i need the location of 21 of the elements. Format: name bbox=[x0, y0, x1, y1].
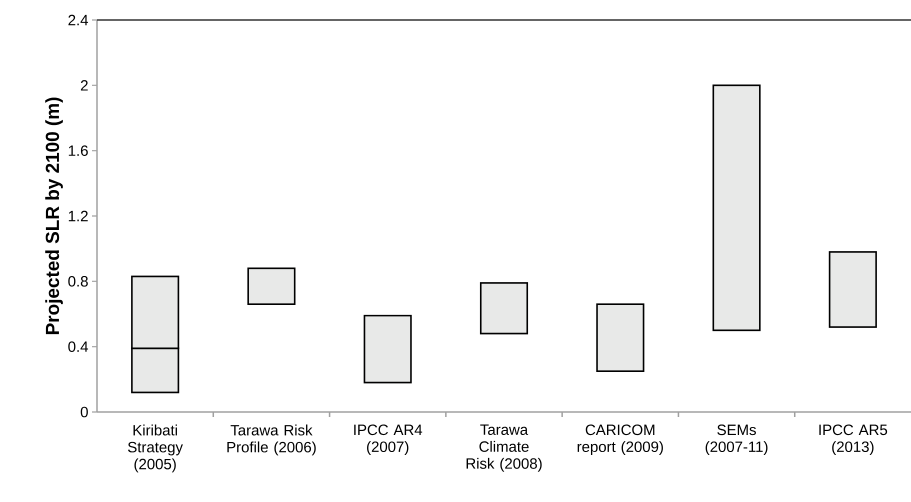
y-axis-title: Projected SLR by 2100 (m) bbox=[45, 98, 63, 334]
y-tick-label: 0.4 bbox=[68, 341, 88, 352]
y-tick-label: 1.2 bbox=[68, 210, 88, 222]
bar bbox=[712, 84, 761, 332]
y-tick-label: 0.8 bbox=[68, 276, 88, 287]
x-tick-label: Tarawa Climate Risk (2008) bbox=[466, 424, 542, 472]
bar bbox=[480, 282, 528, 334]
y-tick-label: 2.4 bbox=[68, 14, 88, 26]
x-tick-label: CARICOM report (2009) bbox=[578, 424, 663, 455]
bar bbox=[364, 314, 412, 384]
bar bbox=[596, 303, 644, 372]
y-tick-label: 1.6 bbox=[68, 145, 88, 156]
x-tick-label: Tarawa Risk Profile (2006) bbox=[227, 424, 316, 456]
bar bbox=[828, 251, 877, 328]
x-tick-label: IPCC AR5 (2013) bbox=[819, 424, 888, 455]
y-tick-label: 0 bbox=[80, 406, 88, 418]
bar bbox=[247, 267, 296, 305]
x-tick-label: Kiribati Strategy (2005) bbox=[128, 424, 183, 472]
y-tick-label: 2 bbox=[80, 80, 88, 91]
x-tick-label: SEMs (2007-11) bbox=[706, 424, 768, 455]
x-tick-label: IPCC AR4 (2007) bbox=[354, 424, 422, 455]
